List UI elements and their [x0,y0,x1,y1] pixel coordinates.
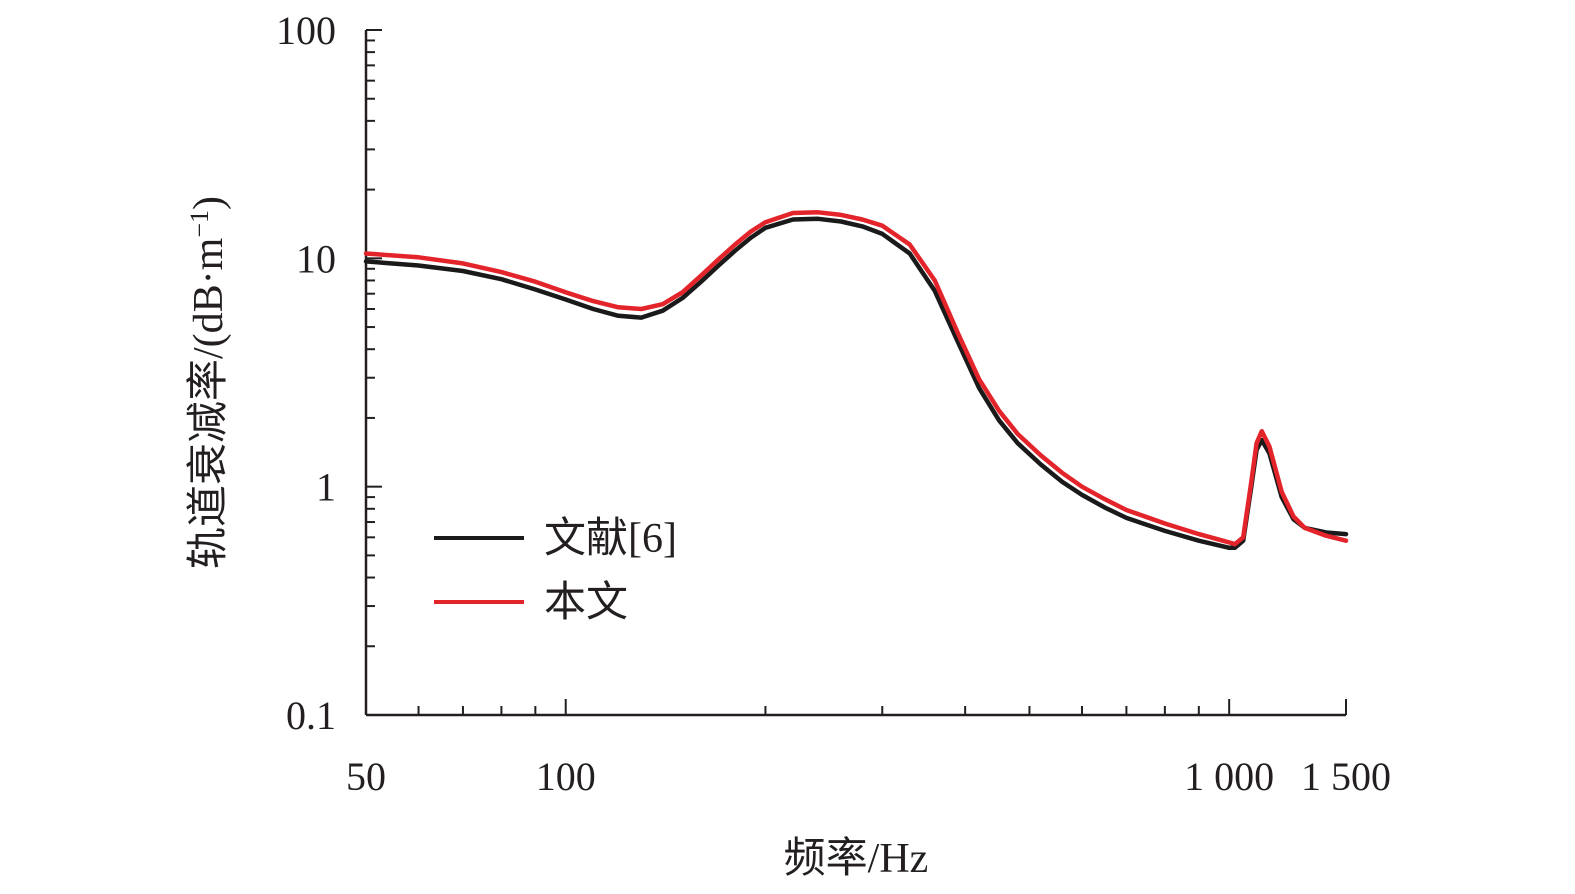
x-tick-label: 1 000 [1184,754,1274,799]
tick-labels: 0.1 1 10 100 50 100 1 000 1 500 [276,8,1391,799]
series-line-0 [363,216,1349,551]
legend: 文献[6] 本文 [434,515,677,626]
x-axis-title: 频率/Hz [784,835,929,882]
legend-label-series-1: 本文 [544,579,628,626]
y-tick-label: 0.1 [286,693,336,738]
axes [364,30,1346,717]
y-tick-label: 10 [296,236,336,281]
y-axis-title-superscript: −1 [185,210,214,238]
x-tick-label: 100 [536,754,596,799]
legend-label-series-0: 文献[6] [544,515,677,562]
ticks [365,29,1347,716]
series-line-1 [363,210,1349,547]
y-tick-label: 1 [316,465,336,510]
x-tick-label: 50 [346,754,386,799]
series-layer [363,210,1349,551]
y-axis-title: 轨道衰减率/(dB·m−1) [185,196,233,569]
y-axis-title-close: ) [186,196,232,210]
x-tick-label: 1 500 [1301,754,1391,799]
y-axis-title-main: 轨道衰减率/(dB·m [185,237,232,569]
y-tick-label: 100 [276,8,336,53]
